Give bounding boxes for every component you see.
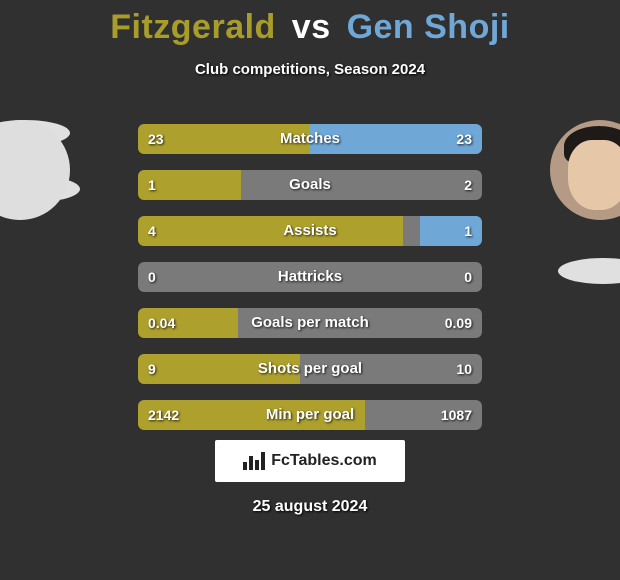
stat-label: Min per goal <box>138 400 482 430</box>
stats-bars: 2323Matches 12Goals 41Assists 00Hattricks 0.… <box>138 124 482 446</box>
page-title: Fitzgerald vs Gen Shoji <box>0 0 620 47</box>
footer-logo: FcTables.com <box>215 440 405 482</box>
stat-row: 2323Matches <box>138 124 482 154</box>
stat-label: Goals per match <box>138 308 482 338</box>
stat-label: Hattricks <box>138 262 482 292</box>
title-player1: Fitzgerald <box>110 8 276 46</box>
avatar-shadow <box>558 258 620 284</box>
player2-avatar <box>550 120 620 220</box>
subtitle: Club competitions, Season 2024 <box>0 61 620 78</box>
stat-row: 12Goals <box>138 170 482 200</box>
stat-label: Assists <box>138 216 482 246</box>
footer-brand: FcTables.com <box>271 452 377 470</box>
stat-row: 00Hattricks <box>138 262 482 292</box>
stat-row: 0.040.09Goals per match <box>138 308 482 338</box>
stat-label: Matches <box>138 124 482 154</box>
stat-label: Goals <box>138 170 482 200</box>
date-label: 25 august 2024 <box>0 498 620 516</box>
stat-label: Shots per goal <box>138 354 482 384</box>
chart-icon <box>243 452 265 470</box>
stat-row: 21421087Min per goal <box>138 400 482 430</box>
title-player2: Gen Shoji <box>347 8 510 46</box>
stat-row: 910Shots per goal <box>138 354 482 384</box>
title-vs: vs <box>292 8 331 46</box>
stat-row: 41Assists <box>138 216 482 246</box>
